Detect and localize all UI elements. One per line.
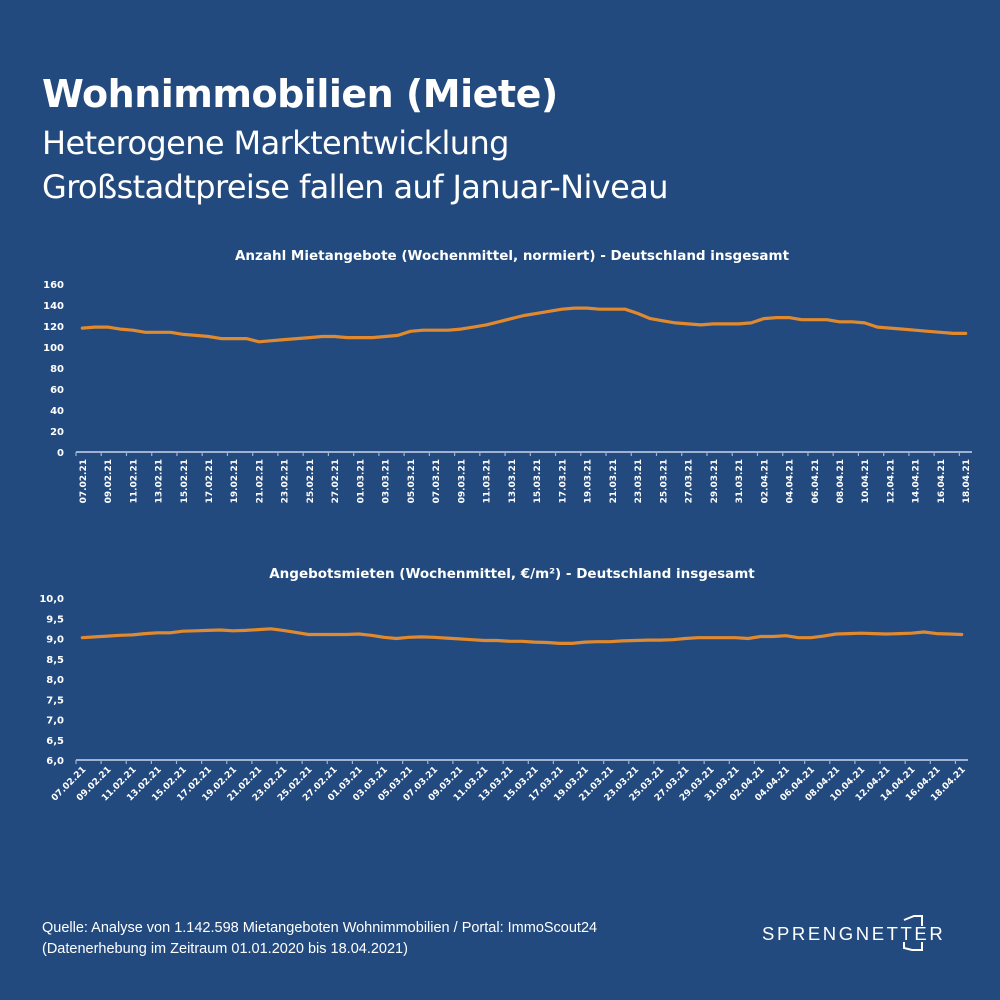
y-tick-label: 100 (43, 343, 64, 354)
x-tick-label: 29.03.21 (710, 459, 720, 503)
y-tick-label: 0 (57, 448, 64, 459)
x-tick-label: 18.04.21 (962, 459, 972, 503)
logo-bracket-icon (903, 915, 923, 951)
y-tick-label: 60 (50, 385, 64, 396)
chart-1-title: Anzahl Mietangebote (Wochenmittel, normi… (234, 248, 790, 264)
x-tick-label: 06.04.21 (811, 459, 821, 503)
x-tick-label: 21.02.21 (255, 459, 265, 503)
x-tick-label: 10.04.21 (861, 459, 871, 503)
logo-text: SPRENGNETTER (762, 923, 946, 944)
x-tick-label: 13.02.21 (155, 459, 165, 503)
x-tick-label: 09.03.21 (457, 459, 467, 503)
x-tick-label: 25.03.21 (659, 459, 669, 503)
y-tick-label: 140 (43, 301, 64, 312)
x-tick-label: 25.02.21 (306, 459, 316, 503)
y-tick-label: 6,0 (46, 756, 64, 767)
y-tick-label: 120 (43, 322, 64, 333)
y-tick-label: 40 (50, 406, 64, 417)
x-tick-label: 01.03.21 (356, 459, 366, 503)
x-tick-label: 03.03.21 (382, 459, 392, 503)
x-tick-label: 19.03.21 (584, 459, 594, 503)
source-line-2: (Datenerhebung im Zeitraum 01.01.2020 bi… (42, 941, 408, 957)
y-tick-label: 80 (50, 364, 64, 375)
x-tick-label: 15.02.21 (180, 459, 190, 503)
x-tick-label: 27.03.21 (685, 459, 695, 503)
x-tick-label: 21.03.21 (609, 459, 619, 503)
x-tick-label: 23.03.21 (634, 459, 644, 503)
x-tick-label: 27.02.21 (331, 459, 341, 503)
series-line (80, 306, 968, 344)
x-tick-label: 13.03.21 (508, 459, 518, 503)
y-tick-label: 20 (50, 427, 64, 438)
source-note: Quelle: Analyse von 1.142.598 Mietangebo… (42, 918, 597, 960)
y-tick-label: 8,5 (46, 655, 64, 666)
y-tick-label: 9,5 (46, 614, 64, 625)
y-tick-label: 7,5 (46, 695, 64, 706)
x-tick-label: 15.03.21 (533, 459, 543, 503)
y-tick-label: 160 (43, 280, 64, 291)
x-tick-label: 16.04.21 (937, 459, 947, 503)
chart-listings-count: 0 20 40 60 80 100 120 140 160 07.02.21 09.02.21 11.… (43, 280, 972, 503)
x-tick-label: 07.02.21 (79, 459, 89, 503)
chart-asking-rents: 6,06,57,07,58,08,59,09,510,007.02.2109.0… (39, 594, 968, 804)
x-tick-label: 17.03.21 (558, 459, 568, 503)
source-line-1: Quelle: Analyse von 1.142.598 Mietangebo… (42, 920, 598, 936)
y-tick-label: 6,5 (46, 736, 64, 747)
x-tick-label: 23.02.21 (281, 459, 291, 503)
x-tick-label: 04.04.21 (786, 459, 796, 503)
x-tick-label: 05.03.21 (407, 459, 417, 503)
subtitle-line-2: Großstadtpreise fallen auf Januar-Niveau (42, 168, 669, 206)
x-tick-label: 14.04.21 (912, 459, 922, 503)
series-line (80, 627, 964, 646)
x-tick-label: 19.02.21 (230, 459, 240, 503)
page-title: Wohnimmobilien (Miete) (42, 72, 558, 116)
x-tick-label: 12.04.21 (886, 459, 896, 503)
x-tick-label: 17.02.21 (205, 459, 215, 503)
x-tick-label: 02.04.21 (760, 459, 770, 503)
x-tick-label: 09.02.21 (104, 459, 114, 503)
sprengnetter-logo: SPRENGNETTER (762, 912, 952, 956)
x-tick-label: 08.04.21 (836, 459, 846, 503)
x-tick-label: 07.03.21 (432, 459, 442, 503)
x-tick-label: 31.03.21 (735, 459, 745, 503)
y-tick-label: 9,0 (46, 635, 64, 646)
x-tick-label: 11.02.21 (129, 459, 139, 503)
subtitle-line-1: Heterogene Marktentwicklung (42, 124, 509, 162)
y-tick-label: 10,0 (39, 594, 64, 605)
x-tick-label: 11.03.21 (483, 459, 493, 503)
y-tick-label: 7,0 (46, 716, 64, 727)
y-tick-label: 8,0 (46, 675, 64, 686)
chart-2-title: Angebotsmieten (Wochenmittel, €/m²) - De… (269, 566, 755, 582)
